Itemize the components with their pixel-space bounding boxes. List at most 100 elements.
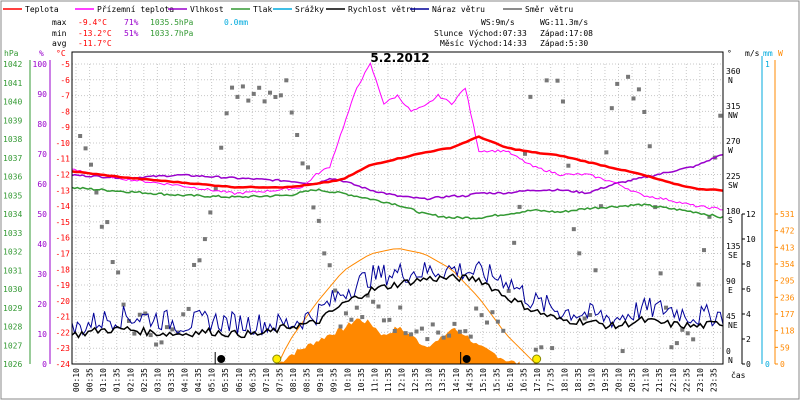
time-tick-label: 18:35	[574, 368, 583, 392]
temp-tick-label: -13	[56, 186, 71, 195]
wind-direction-point	[512, 240, 517, 245]
stat-avg-label: avg	[52, 39, 67, 48]
temp-tick-label: -11	[56, 155, 71, 164]
dir-tick-deg: 180	[726, 207, 741, 216]
wind-direction-point	[213, 187, 218, 192]
temp-tick-label: -19	[56, 281, 71, 290]
pct-tick-label: 60	[37, 180, 47, 189]
wind-direction-point	[577, 251, 582, 256]
time-tick-label: 16:35	[520, 368, 529, 392]
dir-tick-deg: 45	[726, 312, 736, 321]
wind-direction-point	[208, 210, 213, 215]
wind-direction-point	[474, 306, 479, 311]
temp-tick-label: -14	[56, 202, 71, 211]
wind-direction-point	[626, 74, 631, 79]
wind-direction-point	[566, 163, 571, 168]
wind-direction-point	[550, 346, 555, 351]
w-tick-label: 177	[780, 310, 795, 319]
time-tick-label: 21:35	[655, 368, 664, 392]
info-moon-set: Západ:5:30	[540, 39, 588, 48]
stat-min-hum: 51%	[124, 29, 139, 38]
hpa-tick-label: 1027	[3, 341, 22, 350]
pct-tick-label: 90	[37, 90, 47, 99]
axis-label-mm: mm	[763, 49, 773, 58]
wind-direction-point	[539, 345, 544, 350]
info-sun-rise: Východ:07:33	[469, 29, 527, 38]
wind-direction-point	[316, 218, 321, 223]
wind-direction-point	[604, 150, 609, 155]
wind-direction-point	[598, 204, 603, 209]
time-tick-label: 13:35	[438, 368, 447, 392]
markers-layer	[214, 352, 542, 364]
time-tick-label: 08:10	[289, 368, 298, 392]
wind-direction-point	[452, 321, 457, 326]
stat-min-press: 1033.7hPa	[150, 29, 194, 38]
wind-direction-point	[186, 306, 191, 311]
dir-tick-deg: 90	[726, 277, 736, 286]
wind-direction-point	[560, 99, 565, 104]
time-tick-label: 07:10	[262, 368, 271, 392]
stat-min-temp: -13.2°C	[78, 29, 112, 38]
wind-direction-point	[501, 328, 506, 333]
w-tick-label: 531	[780, 210, 795, 219]
dir-tick-deg: 315	[726, 102, 741, 111]
mm-tick-label: 1	[765, 60, 770, 69]
wind-direction-point	[409, 332, 414, 337]
time-tick-label: 09:10	[316, 368, 325, 392]
time-tick-label: 19:35	[601, 368, 610, 392]
wind-direction-point	[544, 78, 549, 83]
wind-direction-point	[360, 315, 365, 320]
wind-direction-point	[83, 146, 88, 151]
dir-tick-name: N	[728, 356, 733, 365]
info-moon-rise: Východ:14:33	[469, 39, 527, 48]
wind-direction-point	[376, 304, 381, 309]
hpa-tick-label: 1028	[3, 323, 22, 332]
time-tick-label: 03:35	[167, 368, 176, 392]
dir-tick-name: N	[728, 76, 733, 85]
temp-tick-label: -15	[56, 218, 71, 227]
chart-title: 5.2.2012	[370, 51, 429, 65]
wind-direction-point	[300, 161, 305, 166]
wind-direction-point	[268, 90, 273, 95]
time-tick-label: 02:35	[140, 368, 149, 392]
axes-layer: 00:10 00:35 01:10 01:35 02:10 02:35 03:10 03:35…	[3, 56, 795, 392]
time-tick-label: 16:10	[506, 368, 515, 392]
wind-direction-point	[371, 299, 376, 304]
hpa-tick-label: 1042	[3, 60, 22, 69]
wind-direction-point	[240, 84, 245, 89]
series-line-teplota	[71, 135, 724, 192]
wind-direction-point	[685, 331, 690, 336]
wind-direction-point	[403, 331, 408, 336]
wind-direction-point	[430, 322, 435, 327]
legend-label-vlhkost: Vlhkost	[190, 5, 224, 14]
info-sun: Slunce	[434, 29, 463, 38]
info-moon: Měsíc	[440, 39, 464, 48]
wind-direction-point	[506, 288, 511, 293]
time-tick-label: 06:10	[235, 368, 244, 392]
pct-tick-label: 50	[37, 210, 47, 219]
axis-label-pct: %	[39, 49, 44, 58]
wind-direction-point	[311, 205, 316, 210]
hpa-tick-label: 1035	[3, 191, 22, 200]
wind-direction-point	[457, 329, 462, 334]
wind-direction-point	[588, 313, 593, 318]
ms-tick-label: 10	[746, 235, 756, 244]
time-tick-label: 11:10	[370, 368, 379, 392]
wind-direction-point	[674, 341, 679, 346]
hpa-tick-label: 1036	[3, 173, 22, 182]
axis-label-hpa: hPa	[4, 49, 19, 58]
pct-tick-label: 80	[37, 120, 47, 129]
time-tick-label: 14:35	[465, 368, 474, 392]
pct-tick-label: 0	[42, 360, 47, 369]
wind-direction-point	[116, 270, 121, 275]
dir-tick-deg: 135	[726, 242, 741, 251]
hpa-tick-label: 1040	[3, 98, 22, 107]
legend-label-rychlost: Rychlost větru	[348, 5, 416, 14]
temp-tick-label: -24	[56, 360, 71, 369]
hpa-tick-label: 1029	[3, 304, 22, 313]
pct-tick-label: 30	[37, 270, 47, 279]
wind-direction-point	[143, 311, 148, 316]
wind-direction-point	[354, 305, 359, 310]
dir-tick-name: SW	[728, 181, 738, 190]
